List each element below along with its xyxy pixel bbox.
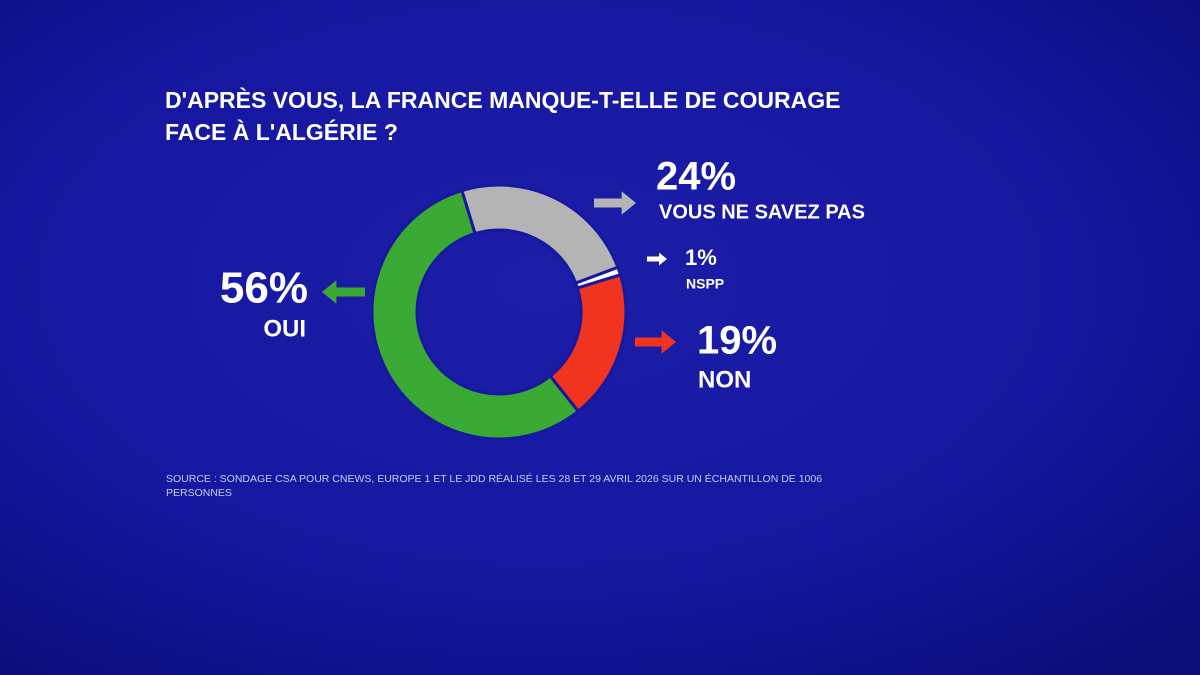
value-label: 19%: [697, 319, 777, 363]
arrow: [594, 191, 636, 215]
value-label: 56%: [220, 264, 308, 313]
source-note: SOURCE : SONDAGE CSA POUR CNEWS, EUROPE …: [166, 473, 823, 499]
arrow: [322, 280, 365, 304]
value-label: 1%: [685, 245, 717, 270]
chart-title: D'APRÈS VOUS, LA FRANCE MANQUE-T-ELLE DE…: [165, 86, 840, 113]
category-label: NSPP: [686, 276, 724, 292]
arrow: [647, 252, 667, 266]
category-label: VOUS NE SAVEZ PAS: [659, 201, 865, 223]
category-label: OUI: [263, 315, 306, 342]
category-label: NON: [698, 366, 751, 393]
arrow: [635, 330, 676, 354]
value-label: 24%: [656, 155, 736, 199]
donut-segment: [370, 188, 581, 441]
chart-title: FACE À L'ALGÉRIE ?: [165, 118, 398, 145]
